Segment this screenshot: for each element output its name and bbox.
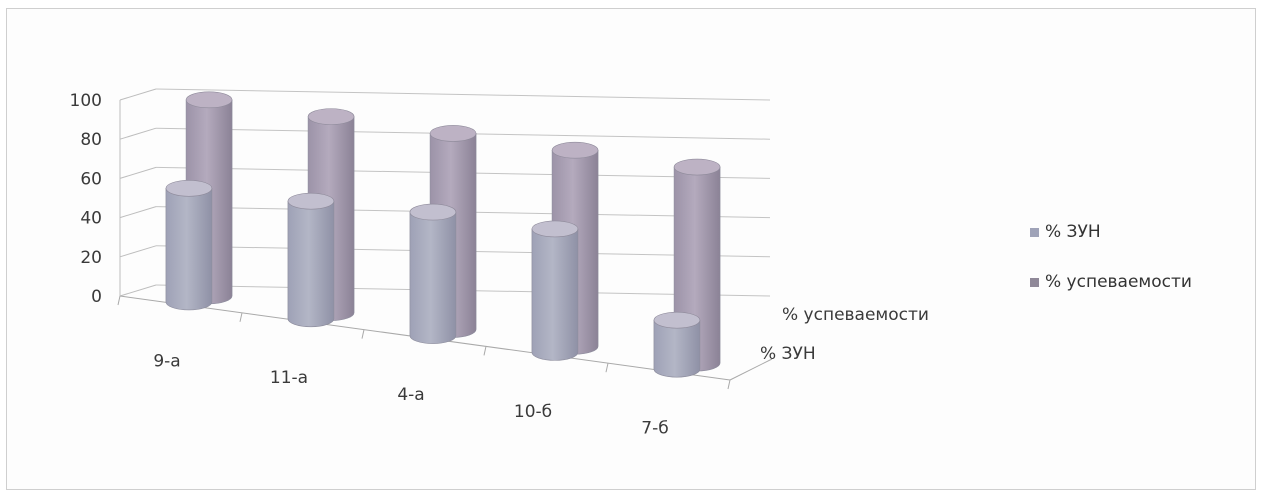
y-tick-label: 100 [70, 91, 102, 111]
bar-top [165, 180, 213, 197]
gridline-side [119, 206, 157, 219]
legend-item-zun: % ЗУН [1030, 222, 1101, 242]
bar-top [653, 311, 701, 329]
bar-top [531, 220, 579, 238]
gridline-side [119, 284, 157, 297]
bar-top [307, 108, 355, 125]
legend-swatch-zun [1030, 227, 1039, 237]
x-tick-label: 4-а [397, 385, 424, 405]
legend-item-uspevaemost: % успеваемости [1030, 272, 1192, 292]
bar-body [165, 188, 213, 311]
bar-body [531, 228, 579, 361]
bar-zun [165, 180, 213, 311]
x-tick-mark [117, 295, 121, 306]
x-tick-mark [361, 329, 365, 339]
gridline [155, 88, 771, 101]
y-tick-label: 0 [91, 287, 102, 307]
depth-label-front: % ЗУН [760, 344, 816, 364]
bar-top [551, 141, 599, 159]
x-tick-mark [239, 312, 243, 322]
depth-axis-line [729, 358, 773, 381]
depth-label-back: % успеваемости [782, 305, 929, 325]
gridline-side [119, 166, 157, 179]
x-tick-label: 7-б [641, 419, 668, 439]
bar-zun [409, 203, 457, 344]
gridline-side [119, 127, 157, 140]
bar-body [653, 319, 701, 378]
bar-zun [653, 311, 701, 378]
bar-top [673, 158, 721, 176]
legend-label-zun: % ЗУН [1045, 222, 1101, 242]
y-tick-label: 40 [80, 209, 102, 229]
x-tick-label: 9-а [153, 351, 180, 371]
x-tick-mark [483, 346, 487, 356]
bar-top [409, 203, 457, 221]
x-tick-label: 10-б [514, 402, 552, 422]
bar-zun [531, 220, 579, 361]
y-tick-label: 80 [80, 130, 102, 150]
legend-label-uspevaemost: % успеваемости [1045, 272, 1192, 292]
y-tick-label: 20 [80, 248, 102, 268]
x-tick-mark [605, 363, 609, 373]
gridline-side [119, 88, 157, 101]
bar-zun [287, 192, 335, 328]
bar-body [409, 211, 457, 344]
x-tick-label: 11-а [270, 368, 308, 388]
bar-top [429, 125, 477, 142]
y-tick-label: 60 [80, 169, 102, 189]
gridline-side [119, 245, 157, 258]
bar-top [185, 91, 233, 109]
legend-swatch-uspevaemost [1030, 277, 1039, 287]
bar-top [287, 192, 335, 210]
x-tick-mark [727, 379, 731, 390]
bar-body [287, 200, 335, 328]
